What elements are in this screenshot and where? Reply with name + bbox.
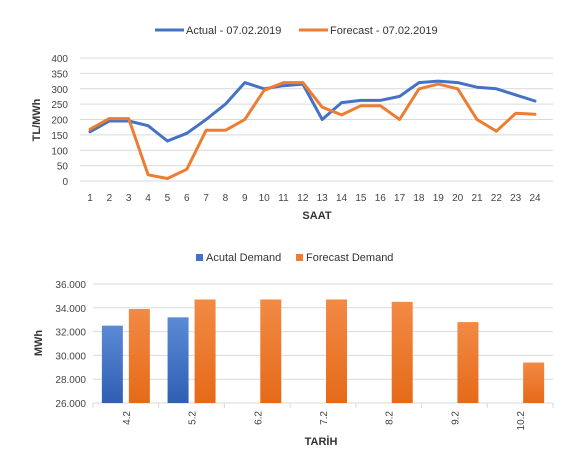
line-chart-x-tick-label: 10 (259, 193, 271, 204)
bar-chart-y-tick-label: 36.000 (55, 280, 86, 291)
bar-chart-x-tick-label: 6.2 (253, 411, 264, 425)
bar-chart-x-tick-label: 8.2 (385, 411, 396, 425)
line-chart-x-tick-label: 2 (107, 193, 113, 204)
forecast-demand-bar (523, 362, 545, 403)
line-chart-x-tick-label: 11 (278, 193, 289, 204)
legend-label-actual-demand: Acutal Demand (206, 252, 281, 264)
bar-chart-y-tick-label: 26.000 (55, 399, 86, 410)
legend-label-actual: Actual - 07.02.2019 (186, 25, 281, 37)
line-chart-x-tick-label: 3 (126, 193, 132, 204)
forecast-demand-bar (391, 301, 413, 403)
bar-chart-bars (101, 299, 545, 403)
bar-chart: Acutal Demand Forecast Demand 36.000 34.0… (33, 252, 554, 448)
actual-demand-bar (101, 325, 123, 403)
line-chart-legend: Actual - 07.02.2019 Forecast - 07.02.201… (155, 25, 438, 37)
bar-chart-y-tick-label: 30.000 (55, 351, 86, 362)
line-chart-x-tick-label: 21 (471, 193, 483, 204)
line-chart-x-tick-label: 4 (145, 193, 151, 204)
line-chart-series (88, 79, 537, 180)
line-chart-y-tick-label: 200 (51, 116, 68, 127)
forecast-series-line (88, 81, 537, 180)
line-chart-x-tick-label: 9 (242, 193, 248, 204)
forecast-demand-bar (260, 299, 282, 403)
forecast-demand-bar (457, 322, 479, 403)
legend-swatch-actual-demand (196, 254, 203, 261)
line-chart-y-tick-label: 250 (51, 100, 68, 111)
line-chart-x-tick-label: 14 (336, 193, 348, 204)
bar-chart-x-tick-label: 9.2 (450, 411, 461, 425)
bar-chart-x-axis-title: TARİH (305, 435, 338, 448)
forecast-demand-bar (128, 308, 150, 403)
forecast-demand-bar (194, 299, 216, 403)
line-chart-x-tick-label: 6 (184, 193, 190, 204)
line-chart-x-tick-label: 1 (87, 193, 93, 204)
line-chart-x-tick-label: 5 (165, 193, 171, 204)
line-chart-x-tick-label: 8 (223, 193, 229, 204)
bar-chart-legend: Acutal Demand Forecast Demand (196, 252, 393, 264)
line-chart-x-tick-label: 19 (433, 193, 445, 204)
line-chart-x-tick-label: 22 (491, 193, 503, 204)
bar-chart-y-tick-label: 28.000 (55, 375, 86, 386)
bar-chart-y-ticks: 36.000 34.000 32.000 30.000 28.000 26.000 (55, 280, 86, 410)
line-chart-y-tick-label: 50 (57, 162, 69, 173)
bar-chart-y-axis-title: MWh (33, 330, 45, 357)
line-chart-x-tick-label: 23 (510, 193, 522, 204)
line-chart-x-tick-label: 18 (413, 193, 425, 204)
line-chart-y-ticks: 400 350 300 250 200 150 100 50 0 (51, 54, 68, 188)
bar-chart-x-ticks: 4.2 5.2 6.2 7.2 8.2 9.2 10.2 (122, 411, 527, 431)
forecast-demand-bar (326, 299, 347, 403)
actual-demand-bar (167, 317, 189, 403)
line-chart-y-tick-label: 150 (51, 131, 68, 142)
line-chart-x-ticks: 1 2 3 4 5 6 7 8 9 10 11 12 13 14 15 16 17 18 19 20 21 22 23 24 (87, 193, 541, 204)
line-chart-x-tick-label: 24 (529, 193, 541, 204)
line-chart-y-tick-label: 0 (62, 177, 68, 188)
legend-label-forecast-demand: Forecast Demand (306, 252, 393, 264)
line-chart-x-tick-label: 12 (297, 193, 309, 204)
line-chart-y-tick-label: 100 (51, 146, 68, 157)
actual-series-line (88, 79, 537, 143)
line-chart-x-tick-label: 13 (317, 193, 329, 204)
line-chart-y-tick-label: 400 (51, 54, 68, 65)
line-chart-x-tick-label: 17 (394, 193, 406, 204)
legend-label-forecast: Forecast - 07.02.2019 (330, 25, 438, 37)
bar-chart-y-tick-label: 34.000 (55, 304, 86, 315)
line-chart-y-tick-label: 350 (51, 69, 68, 80)
line-chart-x-tick-label: 7 (203, 193, 209, 204)
line-chart-x-tick-label: 16 (375, 193, 387, 204)
line-chart-x-tick-label: 15 (355, 193, 367, 204)
bar-chart-y-tick-label: 32.000 (55, 328, 86, 339)
bar-chart-gridlines (92, 283, 554, 408)
line-chart: Actual - 07.02.2019 Forecast - 07.02.201… (31, 25, 553, 222)
bar-chart-x-tick-label: 4.2 (122, 411, 133, 425)
line-chart-y-axis-title: TL/MWh (31, 98, 43, 141)
line-chart-y-tick-label: 300 (51, 85, 68, 96)
line-chart-x-tick-label: 20 (452, 193, 464, 204)
bar-chart-x-tick-label: 10.2 (516, 411, 527, 431)
bar-chart-x-tick-label: 5.2 (188, 411, 199, 425)
legend-swatch-forecast-demand (296, 254, 303, 261)
line-chart-x-axis-title: SAAT (302, 210, 331, 222)
bar-chart-x-tick-label: 7.2 (319, 411, 330, 425)
line-chart-gridlines (80, 57, 553, 182)
